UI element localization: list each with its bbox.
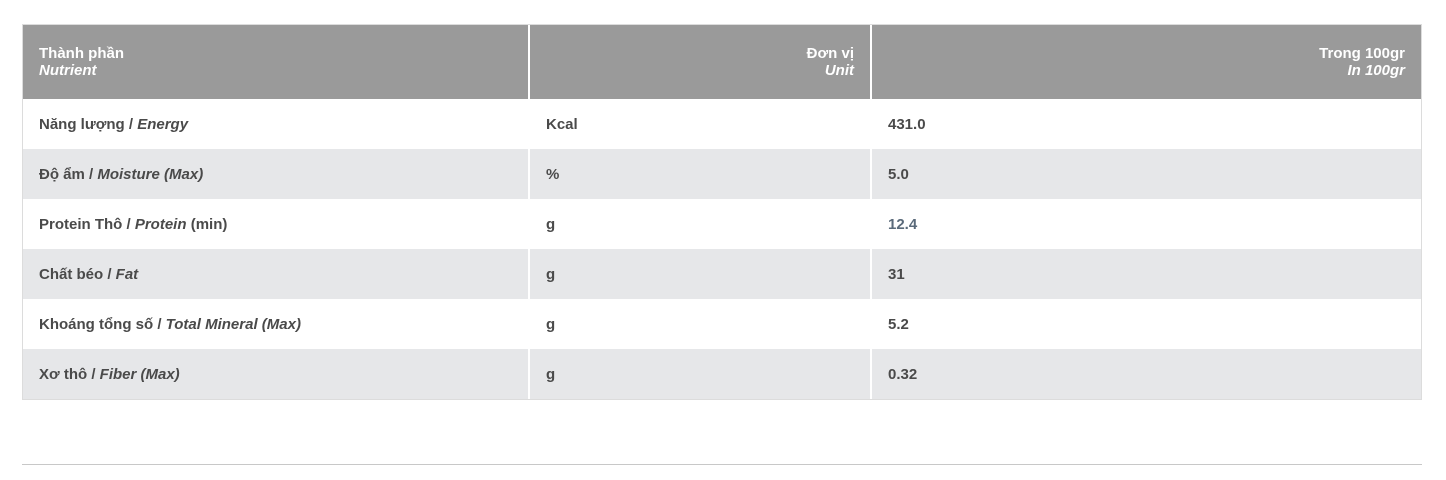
- nutrient-cell: Protein Thô / Protein (min): [23, 199, 530, 249]
- unit-cell: %: [529, 149, 872, 199]
- table-header: Thành phần Nutrient Đơn vị Unit Trong 10…: [23, 25, 1421, 99]
- nutrient-name-en: Fiber (Max): [99, 365, 180, 383]
- nutrient-cell: Xơ thô / Fiber (Max): [23, 349, 530, 399]
- nutrient-suffix: (min): [186, 215, 228, 233]
- nutrient-name-en: Total Mineral (Max): [165, 315, 301, 333]
- nutrient-name-en: Moisture (Max): [97, 165, 204, 183]
- value-cell: 12.4: [871, 199, 1421, 249]
- header-nutrient-vi: Thành phần: [39, 45, 124, 62]
- header-unit-en: Unit: [824, 62, 854, 79]
- unit-cell: g: [529, 199, 872, 249]
- nutrient-name-en: Energy: [137, 115, 189, 133]
- section-divider: [22, 464, 1422, 465]
- unit-cell: g: [529, 299, 872, 349]
- nutrition-table: Thành phần Nutrient Đơn vị Unit Trong 10…: [23, 25, 1421, 399]
- nutrient-name-vi: Chất béo /: [39, 265, 116, 283]
- table-row: Khoáng tổng số / Total Mineral (Max) g 5…: [23, 299, 1421, 349]
- value-cell: 5.2: [871, 299, 1421, 349]
- header-row: Thành phần Nutrient Đơn vị Unit Trong 10…: [23, 25, 1421, 99]
- nutrient-name-en: Protein: [134, 215, 187, 233]
- value-cell: 431.0: [871, 99, 1421, 149]
- nutrient-cell: Độ ẩm / Moisture (Max): [23, 149, 530, 199]
- nutrient-name-vi: Khoáng tổng số /: [39, 315, 166, 333]
- header-nutrient-en: Nutrient: [39, 62, 97, 79]
- header-per-100gr-vi: Trong 100gr: [1319, 45, 1405, 62]
- unit-cell: g: [529, 349, 872, 399]
- nutrient-name-vi: Protein Thô /: [39, 215, 135, 233]
- nutrient-cell: Chất béo / Fat: [23, 249, 530, 299]
- unit-cell: Kcal: [529, 99, 872, 149]
- nutrient-name-vi: Năng lượng /: [39, 115, 138, 133]
- nutrition-table-container: Thành phần Nutrient Đơn vị Unit Trong 10…: [22, 24, 1422, 400]
- table-row: Năng lượng / Energy Kcal 431.0: [23, 99, 1421, 149]
- table-row: Chất béo / Fat g 31: [23, 249, 1421, 299]
- unit-cell: g: [529, 249, 872, 299]
- nutrient-cell: Năng lượng / Energy: [23, 99, 530, 149]
- header-per-100gr-en: In 100gr: [1347, 62, 1405, 79]
- header-nutrient: Thành phần Nutrient: [23, 25, 530, 99]
- nutrient-cell: Khoáng tổng số / Total Mineral (Max): [23, 299, 530, 349]
- nutrient-name-vi: Độ ẩm /: [39, 165, 98, 183]
- value-cell: 31: [871, 249, 1421, 299]
- table-body: Năng lượng / Energy Kcal 431.0 Độ ẩm / M…: [23, 99, 1421, 399]
- value-cell: 5.0: [871, 149, 1421, 199]
- header-per-100gr: Trong 100gr In 100gr: [871, 25, 1421, 99]
- header-unit: Đơn vị Unit: [529, 25, 872, 99]
- value-cell: 0.32: [871, 349, 1421, 399]
- table-row: Độ ẩm / Moisture (Max) % 5.0: [23, 149, 1421, 199]
- table-row: Protein Thô / Protein (min) g 12.4: [23, 199, 1421, 249]
- table-row: Xơ thô / Fiber (Max) g 0.32: [23, 349, 1421, 399]
- nutrient-name-en: Fat: [115, 265, 139, 283]
- nutrient-name-vi: Xơ thô /: [39, 365, 100, 383]
- header-unit-vi: Đơn vị: [806, 45, 854, 62]
